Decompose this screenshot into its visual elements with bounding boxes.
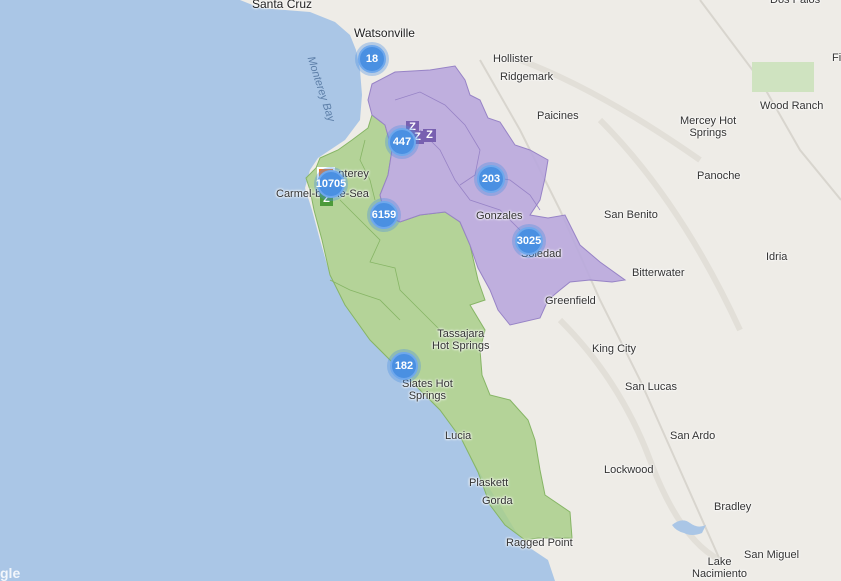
place-dos-palos: Dos Palos <box>770 0 821 6</box>
place-san-lucas: San Lucas <box>625 381 677 393</box>
place-slates-hot-springs: Slates Hot Springs <box>402 378 453 402</box>
place-paicines: Paicines <box>537 110 579 122</box>
place-panoche: Panoche <box>697 170 741 182</box>
place-fi: Fi <box>832 52 841 64</box>
cluster-marker-18[interactable]: 18 <box>358 45 386 73</box>
z-marker[interactable]: Z <box>423 129 436 142</box>
green-subdivisions <box>329 139 441 331</box>
place-bitterwater: Bitterwater <box>632 267 685 279</box>
place-wood-ranch: Wood Ranch <box>760 100 824 112</box>
place-mercey-hot-springs: Mercey Hot Springs <box>680 115 737 139</box>
cluster-marker-3025[interactable]: 3025 <box>515 227 543 255</box>
park-area <box>752 62 814 92</box>
cluster-marker-182[interactable]: 182 <box>390 352 418 380</box>
place-ragged-point: Ragged Point <box>506 537 573 549</box>
place-lucia: Lucia <box>445 430 472 442</box>
cluster-count: 447 <box>392 136 412 148</box>
place-lockwood: Lockwood <box>604 464 654 476</box>
place-tassajara: Tassajara Hot Springs <box>432 328 490 352</box>
place-watsonville: Watsonville <box>354 26 415 40</box>
place-king-city: King City <box>592 343 637 355</box>
cluster-marker-203[interactable]: 203 <box>477 165 505 193</box>
place-san-ardo: San Ardo <box>670 430 716 442</box>
cluster-marker-6159[interactable]: 6159 <box>370 201 398 229</box>
place-san-miguel: San Miguel <box>744 549 800 561</box>
place-plaskett: Plaskett <box>469 477 509 489</box>
cluster-marker-447[interactable]: 447 <box>388 128 416 156</box>
terrain-shading <box>518 57 743 563</box>
place-gonzales: Gonzales <box>476 210 523 222</box>
place-idria: Idria <box>766 251 788 263</box>
cluster-marker-10705[interactable]: 10705 <box>316 170 346 198</box>
cluster-count: 6159 <box>371 209 397 221</box>
cluster-count: 18 <box>365 53 379 65</box>
google-attribution-logo[interactable]: gle <box>0 565 21 581</box>
lake-nacimiento <box>672 520 706 535</box>
place-bradley: Bradley <box>714 501 752 513</box>
cluster-count: 3025 <box>516 235 542 247</box>
place-hollister: Hollister <box>493 53 533 65</box>
place-gorda: Gorda <box>482 495 513 507</box>
cluster-count: 203 <box>481 173 501 185</box>
place-ridgemark: Ridgemark <box>500 71 554 83</box>
place-santa-cruz: Santa Cruz <box>252 0 313 11</box>
place-san-benito: San Benito <box>604 209 658 221</box>
cluster-count: 10705 <box>315 178 347 190</box>
road-network <box>479 0 841 561</box>
place-greenfield: Greenfield <box>545 295 596 307</box>
cluster-count: 182 <box>394 360 414 372</box>
place-lake-nacimiento: Lake Nacimiento <box>692 556 748 580</box>
